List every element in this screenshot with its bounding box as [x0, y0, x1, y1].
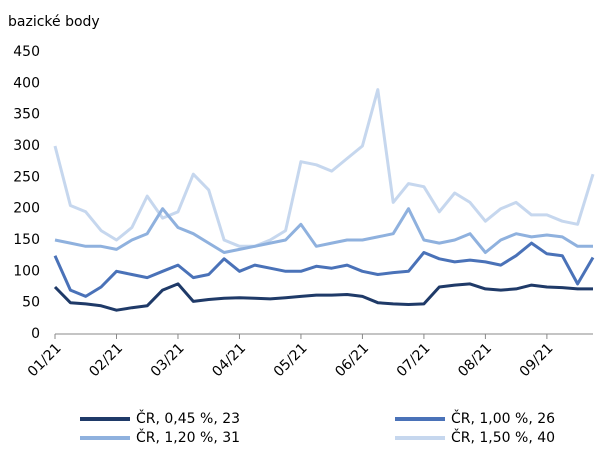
y-tick-label: 300 [13, 138, 40, 154]
y-axis-label: bazické body [8, 14, 100, 30]
legend-label: ČR, 0,45 %, 23 [136, 409, 240, 427]
y-tick-label: 250 [13, 169, 40, 185]
y-tick-label: 100 [13, 263, 40, 279]
y-tick-label: 350 [13, 107, 40, 123]
y-tick-label: 200 [13, 201, 40, 217]
legend-label: ČR, 1,20 %, 31 [136, 428, 240, 446]
series-line [54, 207, 593, 254]
x-tick-label: 04/21 [209, 340, 249, 380]
x-tick-label: 02/21 [86, 340, 126, 380]
series-line [53, 241, 595, 298]
series-line [53, 88, 595, 248]
x-tick-label: 08/21 [455, 340, 495, 380]
x-tick-label: 07/21 [394, 340, 434, 380]
legend-label: ČR, 1,00 %, 26 [451, 409, 555, 427]
y-tick-label: 450 [13, 44, 40, 60]
series-line [53, 282, 593, 312]
y-tick-label: 150 [13, 232, 40, 248]
x-tick-label: 01/21 [25, 340, 65, 380]
y-tick-label: 50 [22, 295, 40, 311]
x-tick-label: 05/21 [271, 340, 311, 380]
x-tick-label: 03/21 [148, 340, 188, 380]
y-tick-label: 400 [13, 75, 40, 91]
legend-label: ČR, 1,50 %, 40 [451, 428, 555, 446]
x-tick-label: 09/21 [517, 340, 557, 380]
y-tick-label: 0 [31, 326, 40, 342]
x-tick-label: 06/21 [332, 340, 372, 380]
